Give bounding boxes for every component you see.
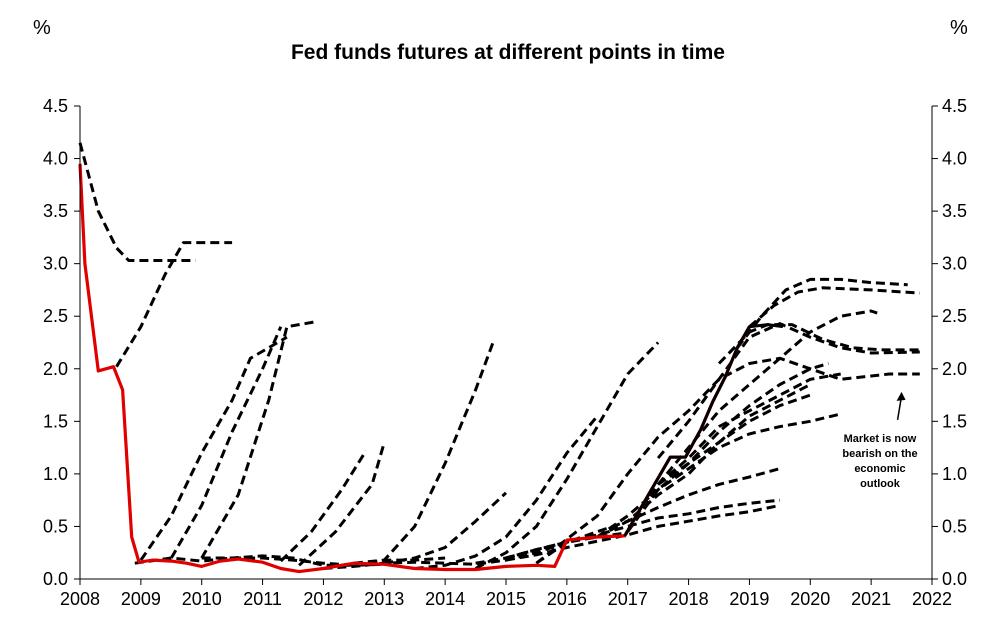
x-tick-label: 2014: [425, 589, 465, 609]
y-tick-label-left: 0.0: [43, 569, 68, 589]
x-tick-label: 2019: [729, 589, 769, 609]
x-tick-label: 2018: [669, 589, 709, 609]
series-line-dashed: [115, 241, 233, 368]
series-line-dashed: [298, 441, 386, 567]
series-line-dashed: [134, 556, 385, 567]
series-line-dashed: [717, 323, 920, 365]
series-line-dashed: [657, 372, 841, 486]
x-tick-label: 2017: [608, 589, 648, 609]
y-tick-label-left: 2.5: [43, 306, 68, 326]
annotation-text-line: Market is now: [844, 433, 917, 445]
y-tick-label-left: 0.5: [43, 516, 68, 536]
x-tick-label: 2008: [60, 589, 100, 609]
annotation-text-line: outlook: [860, 478, 901, 490]
y-tick-label-right: 4.5: [942, 96, 967, 116]
y-tick-label-left: 2.0: [43, 359, 68, 379]
annotation-layer: Market is now bearish on the economic outlo…: [842, 391, 918, 490]
x-tick-label: 2020: [790, 589, 830, 609]
y-tick-label-left: 3.0: [43, 254, 68, 274]
right-unit-label: %: [950, 17, 968, 39]
series-line-dashed: [474, 341, 660, 570]
x-tick-label: 2015: [486, 589, 526, 609]
series-line-dashed: [414, 415, 599, 570]
y-tick-label-right: 0.5: [942, 516, 967, 536]
y-tick-label-left: 1.0: [43, 464, 68, 484]
series-line-dashed: [200, 320, 318, 559]
y-tick-label-right: 2.0: [942, 359, 967, 379]
x-tick-label: 2021: [851, 589, 891, 609]
x-tick-label: 2013: [364, 589, 404, 609]
left-unit-label: %: [33, 17, 51, 39]
series-line-dashed: [353, 339, 496, 565]
y-tick-label-right: 1.5: [942, 411, 967, 431]
series-line-dashed: [626, 309, 878, 533]
series-layer: [78, 142, 920, 574]
y-tick-label-right: 0.0: [942, 569, 967, 589]
x-tick-label: 2016: [547, 589, 587, 609]
y-tick-label-left: 3.5: [43, 201, 68, 221]
series-line-dashed: [505, 503, 781, 562]
x-tick-label: 2012: [303, 589, 343, 609]
y-tick-label-right: 3.0: [942, 254, 967, 274]
series-line-solid: [623, 323, 784, 537]
series-line-dashed: [736, 277, 908, 349]
y-tick-label-right: 1.0: [942, 464, 967, 484]
x-tick-label: 2022: [912, 589, 952, 609]
annotation-text-line: bearish on the: [842, 448, 917, 460]
annotation-arrowhead: [896, 391, 906, 401]
axes-layer: 0.0 0.0 0.5 0.5 1.0 1.0 1.5 1.5 2.0 2.0 2.5 2.5 3.0 3…: [43, 96, 967, 609]
series-line-dashed: [170, 326, 283, 559]
series-line-dashed: [596, 412, 842, 539]
series-line-dashed: [748, 286, 920, 328]
series-line-dashed: [139, 335, 288, 561]
series-line-dashed: [657, 393, 811, 486]
y-tick-label-left: 4.0: [43, 149, 68, 169]
chart-title: Fed funds futures at different points in…: [291, 41, 725, 64]
series-line-dashed: [384, 491, 508, 565]
x-tick-label: 2009: [121, 589, 161, 609]
y-tick-label-left: 4.5: [43, 96, 68, 116]
x-tick-label: 2011: [243, 589, 282, 609]
series-line-dashed: [279, 450, 368, 563]
y-tick-label-right: 2.5: [942, 306, 967, 326]
y-tick-label-right: 3.5: [942, 201, 967, 221]
y-tick-label-left: 1.5: [43, 411, 68, 431]
series-line-solid: [78, 163, 751, 574]
series-line-dashed: [78, 142, 196, 262]
series-line-dashed: [201, 554, 446, 567]
series-line-dashed: [535, 356, 920, 565]
annotation-text-line: economic: [854, 463, 905, 475]
series-line-dashed: [323, 540, 568, 570]
y-tick-label-right: 4.0: [942, 149, 967, 169]
x-tick-label: 2010: [182, 589, 222, 609]
